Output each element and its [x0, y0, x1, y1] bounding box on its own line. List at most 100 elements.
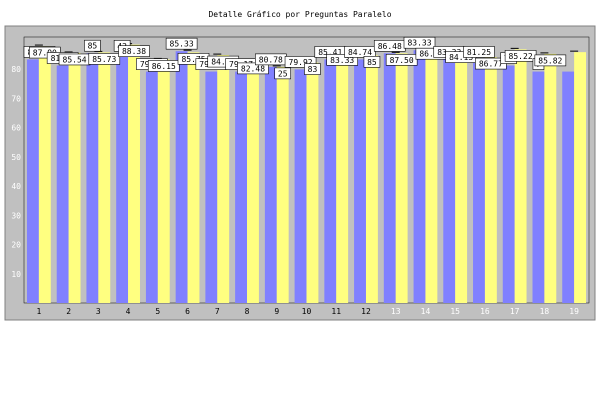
data-label-text: 85.41	[318, 48, 342, 57]
data-label: 79.92	[284, 56, 317, 68]
data-label: 85.22	[504, 50, 537, 62]
y-tick-label: 60	[11, 124, 21, 133]
data-label: 83.33	[403, 36, 436, 49]
bar	[443, 59, 456, 303]
x-tick-label: 8	[245, 307, 250, 316]
y-tick-label: 10	[11, 270, 21, 279]
bar	[425, 47, 438, 303]
bar	[68, 52, 81, 304]
bar	[544, 53, 557, 303]
bar	[56, 65, 69, 303]
data-label: 87.50	[385, 54, 418, 66]
bar	[365, 55, 378, 303]
bar	[175, 51, 188, 303]
x-tick-label: 1	[36, 307, 41, 316]
x-tick-label: 9	[274, 307, 279, 316]
y-tick-label: 20	[11, 241, 21, 250]
data-label-text: 84.81	[211, 58, 235, 67]
data-label-text: 83.33	[407, 39, 431, 48]
data-label-text: 86.35	[419, 50, 443, 59]
x-tick-label: 16	[480, 307, 490, 316]
data-label-text: 83.33	[330, 56, 354, 65]
bar	[413, 50, 426, 303]
data-label-text: 84.13	[449, 53, 473, 62]
bar	[235, 71, 248, 303]
data-label: 85.33	[165, 37, 198, 50]
y-tick-label: 50	[11, 153, 21, 162]
bar	[98, 52, 111, 303]
bar	[532, 71, 545, 303]
data-label-text: 87.90	[33, 49, 57, 58]
y-tick-label: 40	[11, 182, 21, 191]
x-tick-label: 4	[126, 307, 131, 316]
data-label: 85	[363, 55, 381, 68]
y-tick-label: 80	[11, 65, 21, 74]
y-tick-label: 70	[11, 94, 21, 103]
bar	[86, 53, 99, 303]
bar	[574, 52, 587, 303]
data-label-text: 84.74	[348, 48, 372, 57]
bar	[128, 44, 140, 304]
bar	[306, 62, 319, 304]
bar	[324, 59, 337, 303]
data-label: 82.48	[237, 62, 269, 75]
data-label: 85.54	[58, 53, 91, 66]
x-tick-label: 18	[540, 307, 550, 316]
data-label-text: 85.82	[538, 56, 562, 65]
bar	[187, 52, 200, 303]
bar	[336, 53, 349, 304]
x-tick-label: 11	[331, 307, 341, 316]
chart-title: Detalle Gráfico por Preguntas Paralelo	[208, 10, 392, 19]
bar	[455, 50, 468, 303]
data-label-text: 85.73	[92, 55, 116, 64]
bar	[484, 57, 497, 303]
data-label-text: 82.48	[241, 64, 265, 73]
data-label-text: 81.25	[467, 48, 491, 57]
data-label-text: 85.54	[63, 55, 87, 64]
data-label: 80.78	[255, 53, 287, 66]
x-tick-label: 19	[569, 307, 579, 316]
data-label: 83.33	[326, 54, 358, 66]
bar	[26, 59, 39, 303]
data-label: 84.74	[344, 46, 376, 58]
data-label: 85	[84, 39, 101, 52]
x-tick-label: 6	[185, 307, 190, 316]
data-label-text: 86.15	[152, 62, 176, 71]
data-label-text: 25	[278, 69, 288, 78]
data-label: 86.15	[147, 60, 180, 72]
data-label: 25	[274, 67, 292, 80]
data-label: 88.38	[118, 45, 150, 57]
bar	[157, 59, 170, 303]
data-label: 81.25	[463, 46, 495, 58]
data-label: 85.82	[534, 54, 567, 67]
x-tick-label: 12	[361, 307, 371, 316]
x-tick-label: 13	[391, 307, 401, 316]
bar	[38, 46, 51, 304]
x-tick-label: 10	[302, 307, 312, 316]
bar	[502, 65, 515, 303]
data-label: 83	[304, 63, 321, 75]
data-label-text: 85.75	[181, 55, 205, 64]
bar	[217, 55, 230, 304]
x-tick-label: 7	[215, 307, 220, 316]
data-label-text: 85	[367, 58, 377, 67]
data-label-text: 88.38	[122, 47, 146, 56]
bar	[473, 59, 485, 303]
x-tick-label: 3	[96, 307, 101, 316]
bar	[383, 53, 396, 304]
data-label-text: 85.22	[509, 52, 533, 61]
data-label-text: 86.48	[378, 42, 402, 51]
x-tick-label: 5	[155, 307, 160, 316]
bar	[116, 53, 129, 304]
bar	[294, 69, 307, 303]
data-label-text: 80.78	[259, 55, 283, 64]
bar	[562, 71, 575, 303]
data-label-text: 86.77	[479, 60, 503, 69]
bar	[205, 71, 218, 303]
bar	[247, 61, 259, 303]
data-label-text: 85	[88, 42, 98, 51]
bar	[264, 66, 277, 304]
data-label-text: 83	[308, 65, 318, 74]
x-tick-label: 14	[421, 307, 431, 316]
